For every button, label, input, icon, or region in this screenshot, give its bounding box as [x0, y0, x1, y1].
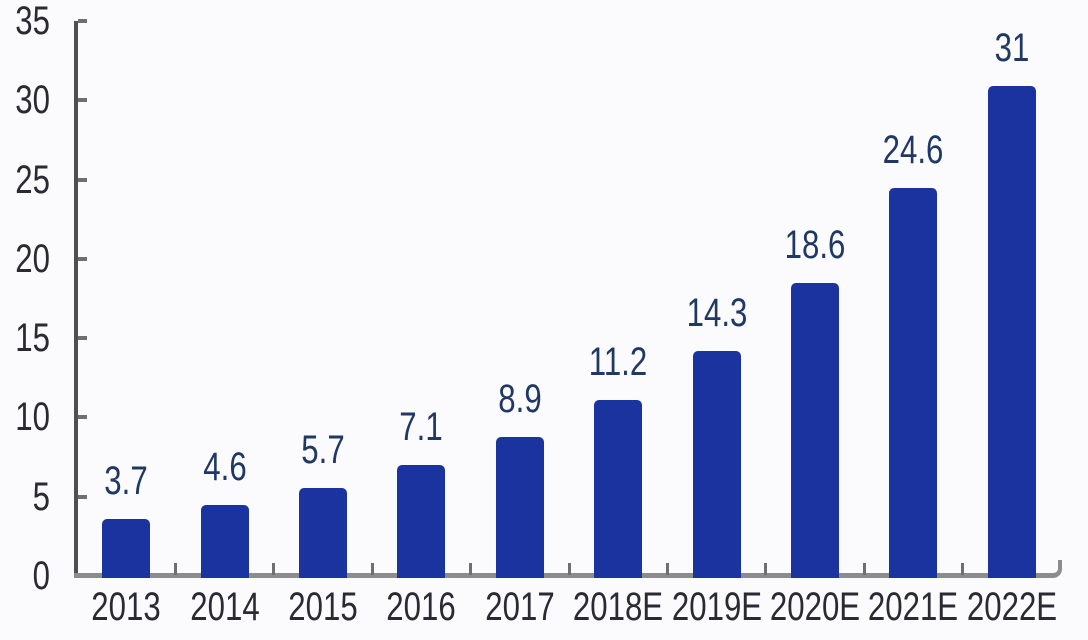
x-axis-tick-label: 2020E [769, 585, 861, 629]
x-axis-tick-label: 2018E [573, 585, 664, 629]
x-axis-line [74, 573, 1046, 578]
x-axis-tick-label: 2022E [966, 585, 1057, 629]
x-axis-tick-label: 2016 [386, 585, 457, 629]
x-axis-tick [567, 563, 571, 575]
bar-value-label: 4.6 [202, 445, 247, 490]
bar [889, 187, 938, 578]
y-axis-tick-label: 35 [15, 0, 50, 43]
y-axis-tick-label: 5 [32, 474, 50, 519]
bar-value-label: 3.7 [104, 459, 148, 504]
y-axis-line [74, 21, 78, 578]
bar-value-label: 18.6 [784, 223, 846, 268]
bar-value-label: 24.6 [883, 127, 944, 172]
y-axis-tick [78, 98, 87, 103]
y-axis-tick [78, 19, 87, 23]
x-axis-tick [862, 563, 866, 575]
bar-value-label: 11.2 [588, 340, 648, 385]
bar-value-label: 31 [994, 26, 1030, 71]
x-axis-tick [764, 563, 768, 575]
y-axis-tick-label: 0 [32, 554, 50, 598]
y-axis-tick [78, 494, 87, 499]
y-axis-tick [78, 336, 87, 341]
x-axis-tick-label: 2015 [288, 585, 358, 629]
y-axis-tick-label: 10 [15, 395, 50, 440]
y-axis-tick [78, 256, 87, 261]
bar [200, 505, 249, 578]
y-axis-tick [78, 415, 87, 420]
bar [102, 519, 151, 578]
x-axis-tick [173, 563, 177, 575]
y-axis-tick-label: 25 [15, 157, 50, 202]
y-axis-tick-label: 15 [15, 316, 50, 361]
bar [495, 436, 544, 578]
bar [791, 283, 839, 578]
x-axis-tick-label: 2014 [189, 585, 260, 629]
bar [594, 400, 643, 578]
bar [692, 351, 741, 578]
x-axis-tick [272, 563, 276, 575]
x-axis-tick-label: 2019E [671, 585, 762, 629]
x-axis-tick-label: 2021E [868, 585, 959, 629]
x-axis-tick [469, 563, 473, 575]
bar [987, 86, 1036, 578]
bar [299, 487, 347, 578]
bar-value-label: 14.3 [686, 291, 747, 336]
x-axis-end-hook-icon [1044, 560, 1062, 578]
x-axis-tick-label: 2013 [91, 585, 161, 629]
x-axis-tick [665, 563, 669, 575]
bar [397, 465, 446, 578]
x-axis-tick [370, 563, 374, 575]
y-axis-tick-label: 30 [15, 78, 50, 123]
bar-value-label: 8.9 [498, 376, 542, 421]
x-axis-tick-label: 2017 [485, 585, 555, 629]
y-axis-tick-label: 20 [15, 236, 50, 281]
y-axis-tick [78, 177, 87, 182]
bar-value-label: 7.1 [399, 405, 444, 450]
x-axis-tick [961, 563, 965, 575]
bar-value-label: 5.7 [301, 427, 345, 472]
